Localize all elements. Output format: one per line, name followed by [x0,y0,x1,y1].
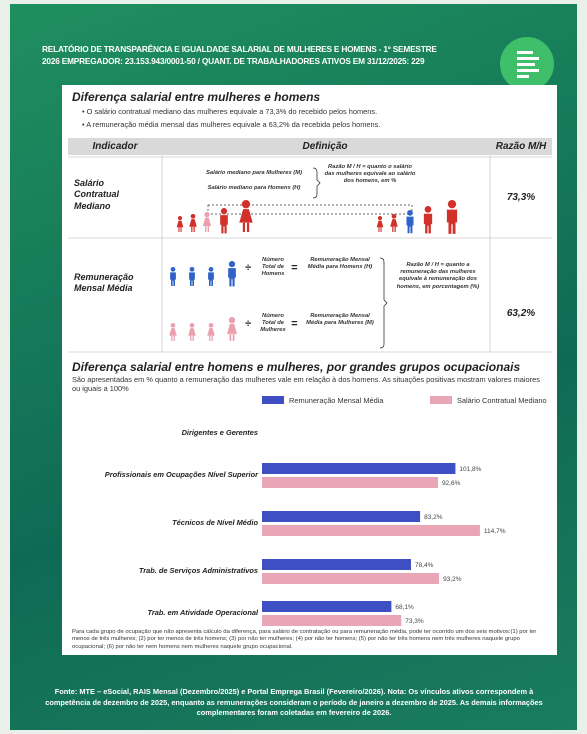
person-icon [228,268,236,286]
category-label: Profissionais em Ocupações Nível Superio… [105,470,259,479]
category-label: Dirigentes e Gerentes [182,428,258,437]
value-label: 78,4% [415,562,434,569]
value-label: 83,2% [424,514,443,521]
bar [262,615,401,626]
legend-swatch [262,396,284,404]
person-icon [390,219,398,232]
person-icon [378,216,382,220]
figures: Remuneração Mensal Média Salário Contratu… [0,0,587,734]
person-icon [377,221,384,232]
person-icon [424,214,432,234]
bar [262,559,411,570]
bar [262,511,420,522]
bar [262,601,391,612]
person-icon [178,216,182,220]
person-icon [171,323,176,328]
value-label: 68,1% [395,604,414,611]
person-icon [448,200,456,208]
person-icon [190,267,195,272]
value-label: 93,2% [443,576,462,583]
person-icon [239,209,252,232]
person-icon [190,323,195,328]
category-label: Técnicos de Nível Médio [172,518,258,527]
page: RELATÓRIO DE TRANSPARÊNCIA E IGUALDADE S… [0,0,587,734]
person-icon [189,272,195,286]
value-label: 101,8% [459,466,481,473]
bracket [380,258,387,348]
person-icon [189,219,197,232]
person-icon [229,261,235,267]
bar [262,477,438,488]
dashed-box [208,205,412,214]
bar [262,463,455,474]
category-label: Trab. em Atividade Operacional [148,608,259,617]
person-icon [170,272,176,286]
value-label: 114,7% [484,528,506,535]
person-icon [188,328,196,341]
person-icon [207,328,215,341]
person-icon [209,267,214,272]
person-icon [171,267,176,272]
value-label: 73,3% [405,618,424,625]
legend-label: Salário Contratual Mediano [457,396,547,405]
legend-swatch [430,396,452,404]
person-icon [447,210,457,234]
person-icon [221,208,227,214]
person-icon [177,221,184,232]
person-icon [407,210,413,216]
person-icon [209,323,214,328]
category-label: Trab. de Serviços Administrativos [139,566,258,575]
person-icon [229,317,235,323]
bar [262,525,480,536]
bracket [313,168,320,198]
person-icon [220,215,228,233]
person-icon [191,214,196,219]
person-icon [169,328,177,341]
person-icon [242,200,250,208]
person-icon [204,212,209,217]
bar [262,573,439,584]
value-label: 92,6% [442,480,461,487]
person-icon [392,214,397,219]
person-icon [203,218,211,232]
person-icon [406,217,413,234]
legend-label: Remuneração Mensal Média [289,396,384,405]
person-icon [227,324,237,341]
person-icon [208,272,214,286]
person-icon [425,206,432,213]
